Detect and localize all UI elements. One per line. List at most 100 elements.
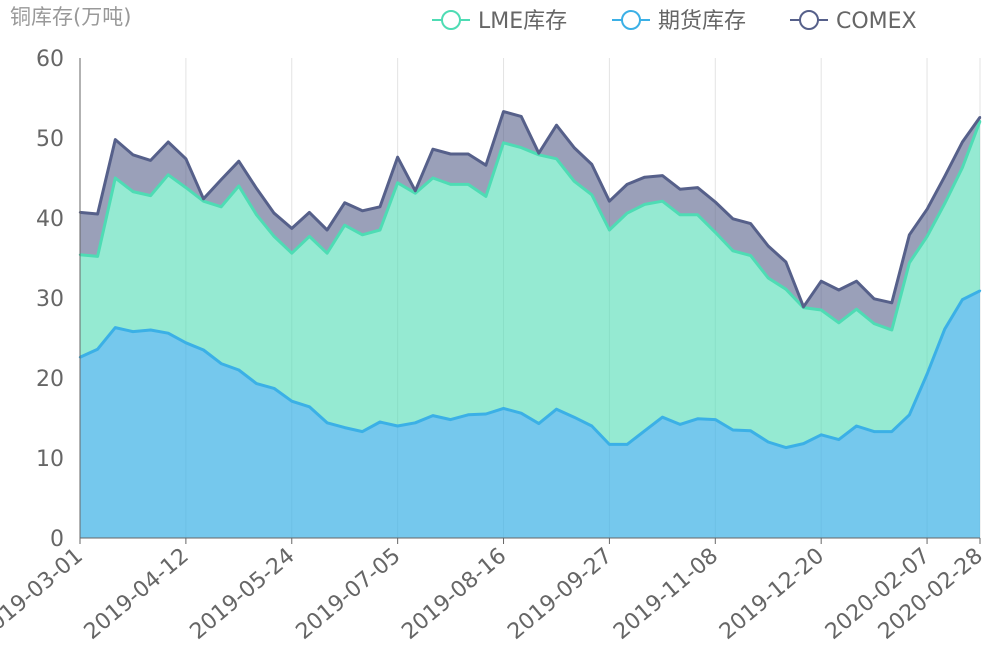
data-point-0-10[interactable] (255, 382, 258, 385)
data-point-2-21[interactable] (449, 152, 452, 156)
data-point-0-31[interactable] (625, 443, 629, 446)
data-point-1-27[interactable] (555, 157, 558, 160)
data-point-0-39[interactable] (767, 440, 770, 444)
data-point-1-33[interactable] (661, 200, 664, 203)
data-point-2-45[interactable] (872, 297, 876, 300)
data-point-2-7[interactable] (202, 197, 205, 200)
data-point-0-46[interactable] (890, 430, 893, 433)
data-point-0-24[interactable] (502, 407, 505, 410)
data-point-2-46[interactable] (890, 301, 893, 304)
data-point-0-26[interactable] (537, 422, 541, 425)
data-point-0-8[interactable] (219, 362, 223, 365)
data-point-1-44[interactable] (855, 308, 858, 311)
data-point-0-16[interactable] (361, 430, 364, 433)
data-point-1-18[interactable] (396, 181, 399, 184)
data-point-1-10[interactable] (255, 213, 258, 216)
data-point-2-23[interactable] (484, 164, 488, 167)
data-point-1-4[interactable] (149, 194, 152, 197)
data-point-2-26[interactable] (537, 152, 541, 155)
data-point-2-33[interactable] (661, 174, 664, 177)
data-point-1-47[interactable] (908, 261, 911, 264)
data-point-2-43[interactable] (837, 288, 841, 292)
data-point-0-3[interactable] (131, 330, 135, 333)
data-point-1-19[interactable] (414, 192, 417, 195)
data-point-0-42[interactable] (819, 433, 823, 436)
data-point-2-6[interactable] (184, 157, 188, 160)
data-point-2-38[interactable] (749, 222, 752, 225)
data-point-1-16[interactable] (361, 233, 364, 236)
data-point-1-49[interactable] (943, 202, 946, 205)
data-point-0-37[interactable] (731, 428, 735, 432)
data-point-1-38[interactable] (749, 254, 752, 257)
data-point-1-43[interactable] (837, 321, 841, 324)
data-point-0-35[interactable] (696, 417, 699, 420)
data-point-2-5[interactable] (167, 140, 170, 144)
data-point-0-4[interactable] (149, 328, 152, 332)
data-point-0-13[interactable] (308, 405, 311, 408)
data-point-0-36[interactable] (714, 418, 717, 421)
data-point-1-17[interactable] (378, 228, 382, 232)
data-point-0-7[interactable] (202, 348, 205, 352)
data-point-0-12[interactable] (290, 400, 293, 403)
data-point-1-29[interactable] (590, 193, 593, 196)
data-point-2-25[interactable] (519, 115, 523, 118)
data-point-2-24[interactable] (502, 110, 505, 113)
data-point-1-36[interactable] (714, 231, 717, 234)
data-point-1-8[interactable] (219, 205, 223, 208)
data-point-2-36[interactable] (714, 200, 717, 204)
data-point-2-49[interactable] (943, 175, 946, 178)
data-point-0-23[interactable] (484, 412, 488, 416)
data-point-2-44[interactable] (855, 280, 858, 283)
data-point-2-41[interactable] (802, 305, 805, 308)
data-point-2-39[interactable] (767, 244, 770, 248)
data-point-2-29[interactable] (590, 163, 593, 166)
data-point-2-16[interactable] (361, 209, 364, 212)
data-point-2-15[interactable] (343, 201, 346, 204)
data-point-2-18[interactable] (396, 156, 399, 159)
data-point-0-38[interactable] (749, 429, 752, 432)
data-point-1-2[interactable] (114, 176, 117, 180)
data-point-0-27[interactable] (555, 408, 558, 411)
data-point-0-11[interactable] (272, 387, 276, 390)
data-point-1-15[interactable] (343, 224, 346, 227)
data-point-0-6[interactable] (184, 341, 188, 344)
data-point-0-15[interactable] (343, 426, 346, 429)
data-point-1-34[interactable] (678, 213, 682, 216)
data-point-0-40[interactable] (784, 446, 788, 449)
data-point-2-50[interactable] (961, 140, 964, 144)
data-point-0-47[interactable] (908, 413, 911, 416)
data-point-0-45[interactable] (872, 430, 876, 433)
data-point-0-1[interactable] (96, 348, 99, 351)
data-point-2-2[interactable] (114, 138, 117, 141)
data-point-2-47[interactable] (908, 233, 911, 236)
data-point-1-1[interactable] (96, 255, 99, 258)
data-point-0-9[interactable] (237, 368, 241, 372)
data-point-2-4[interactable] (149, 159, 152, 162)
data-point-1-40[interactable] (784, 288, 788, 291)
data-point-1-11[interactable] (272, 235, 276, 238)
data-point-0-17[interactable] (378, 420, 382, 424)
data-point-2-40[interactable] (784, 260, 788, 264)
data-point-0-50[interactable] (961, 298, 964, 301)
data-point-1-22[interactable] (467, 183, 470, 186)
data-point-2-3[interactable] (131, 153, 135, 156)
data-point-2-32[interactable] (643, 176, 646, 179)
data-point-2-35[interactable] (696, 186, 699, 189)
data-point-2-37[interactable] (731, 217, 735, 220)
data-point-2-42[interactable] (819, 280, 823, 283)
data-point-0-25[interactable] (519, 412, 523, 415)
data-point-1-30[interactable] (608, 228, 611, 232)
data-point-0-32[interactable] (643, 429, 646, 432)
data-point-0-34[interactable] (678, 423, 682, 426)
data-point-2-28[interactable] (572, 146, 576, 149)
data-point-1-14[interactable] (325, 252, 329, 255)
data-point-1-12[interactable] (290, 252, 293, 255)
data-point-1-24[interactable] (502, 141, 505, 144)
data-point-2-9[interactable] (237, 160, 241, 163)
data-point-0-43[interactable] (837, 438, 841, 441)
data-point-2-17[interactable] (378, 205, 382, 208)
legend-item-1[interactable]: 期货库存 (612, 9, 746, 34)
data-point-0-19[interactable] (414, 421, 417, 424)
legend-item-2[interactable]: COMEX (790, 9, 917, 34)
data-point-1-39[interactable] (767, 276, 770, 280)
